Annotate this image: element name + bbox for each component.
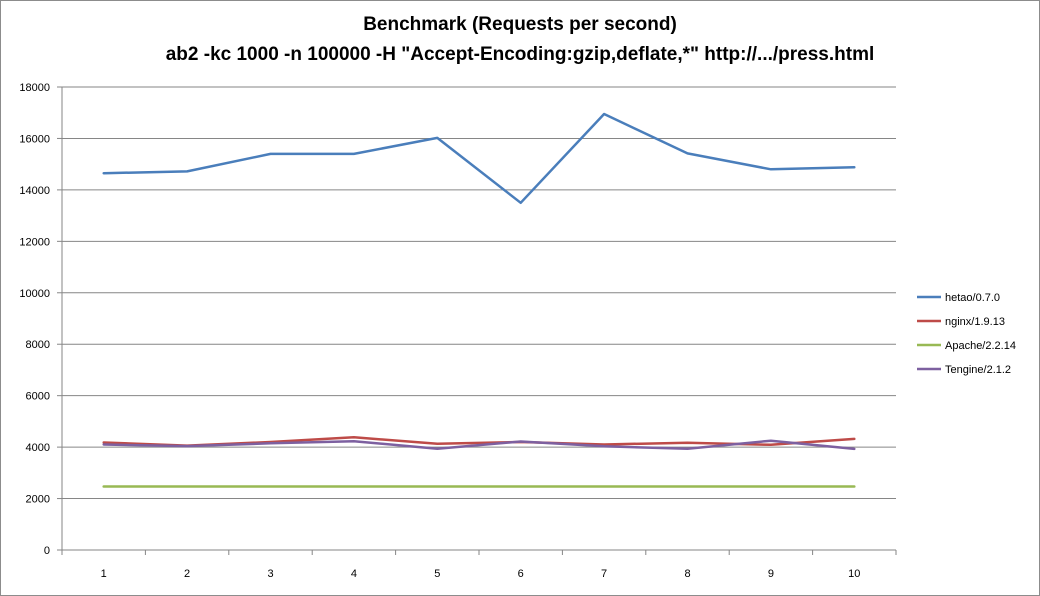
y-tick-label: 12000 [19,236,50,248]
x-tick-labels: 1 2 3 4 5 6 7 8 9 10 [101,568,861,580]
legend-label: Tengine/2.1.2 [945,364,1011,376]
chart-title: Benchmark (Requests per second) [363,14,677,35]
y-tick-label: 0 [44,545,50,557]
y-tick-label: 8000 [26,339,50,351]
x-tick-label: 4 [351,568,357,580]
y-tick-label: 6000 [26,391,50,403]
x-tick-label: 10 [848,568,860,580]
y-tick-label: 10000 [19,288,50,300]
y-tick-labels: 0 2000 4000 6000 8000 10000 12000 14000 16000 180… [19,82,50,557]
y-tick-label: 2000 [26,494,50,506]
x-tick-label: 9 [768,568,774,580]
legend-label: nginx/1.9.13 [945,316,1005,328]
series-line-tengine [102,439,856,451]
x-tick-label: 2 [184,568,190,580]
series-lines [102,112,856,488]
legend-label: hetao/0.7.0 [945,292,1000,304]
x-tick-label: 1 [101,568,107,580]
x-tick-label: 8 [684,568,690,580]
y-tick-label: 14000 [19,185,50,197]
series-line-hetao [102,112,856,205]
x-tick-label: 3 [267,568,273,580]
legend-label: Apache/2.2.14 [945,340,1016,352]
chart-subtitle: ab2 -kc 1000 -n 100000 -H "Accept-Encodi… [165,44,875,65]
grid-lines [62,86,896,500]
x-tick-label: 7 [601,568,607,580]
y-tick-label: 4000 [26,442,50,454]
y-tick-label: 16000 [19,133,50,145]
legend: hetao/0.7.0 nginx/1.9.13 Apache/2.2.14 Teng… [917,292,1016,376]
axes [57,86,897,555]
x-tick-label: 5 [434,568,440,580]
x-tick-label: 6 [518,568,524,580]
y-tick-label: 18000 [19,82,50,94]
